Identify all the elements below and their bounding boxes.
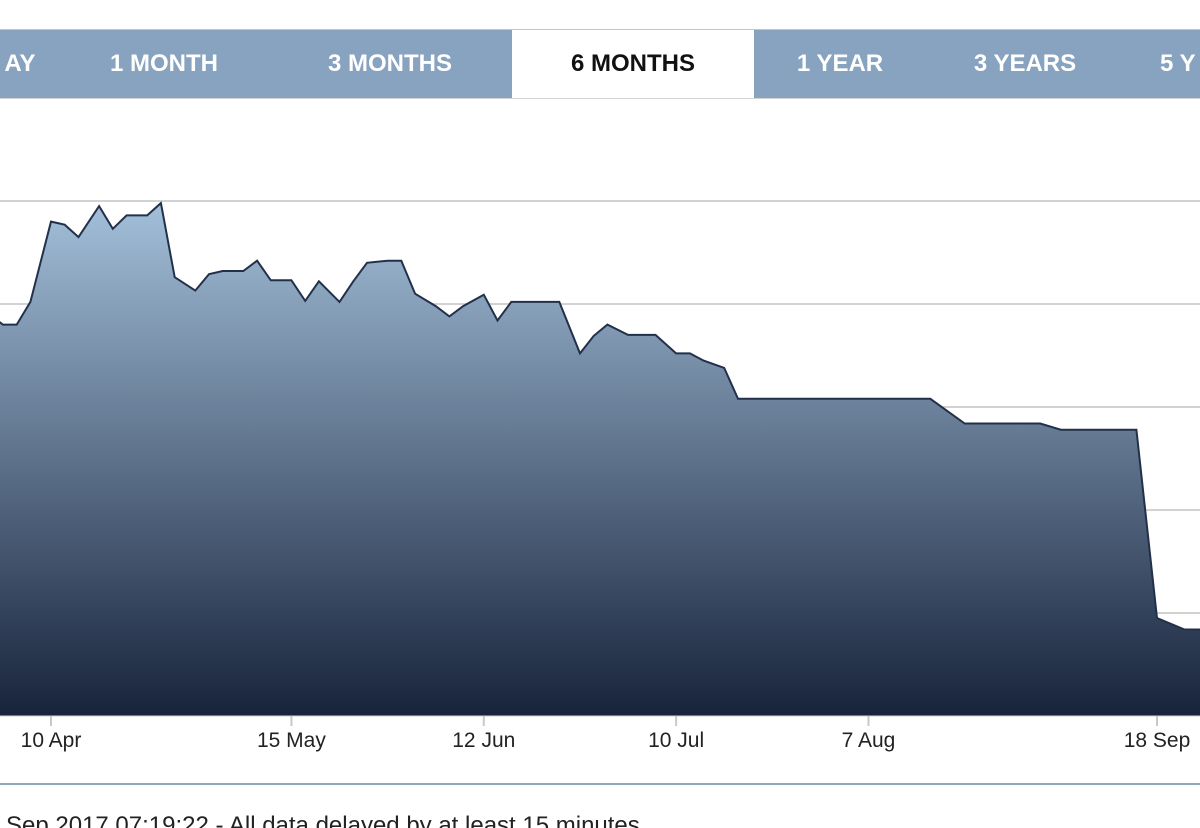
x-tick-label: 7 Aug: [842, 729, 896, 752]
period-tab-bar: AY 1 MONTH 3 MONTHS 6 MONTHS 1 YEAR 3 YE…: [0, 30, 1200, 98]
x-tick-label: 12 Jun: [452, 729, 515, 752]
tab-1-year[interactable]: 1 YEAR: [796, 50, 884, 77]
tab-3-months[interactable]: 3 MONTHS: [327, 50, 452, 77]
price-chart: 10 Apr 15 May 12 Jun 10 Jul 7 Aug 18 Sep: [0, 97, 1200, 784]
tab-6-months[interactable]: 6 MONTHS: [512, 30, 754, 98]
area-chart-svg: 10 Apr 15 May 12 Jun 10 Jul 7 Aug 18 Sep: [0, 97, 1200, 752]
tab-3-years[interactable]: 3 YEARS: [973, 50, 1077, 77]
x-axis-ticks: 10 Apr 15 May 12 Jun 10 Jul 7 Aug 18 Sep: [21, 716, 1191, 752]
bottom-divider: [0, 783, 1200, 785]
price-area: [0, 203, 1200, 716]
tab-1-month[interactable]: 1 MONTH: [110, 50, 218, 77]
data-delay-notice: Sep 2017 07:19:22 - All data delayed by …: [6, 812, 640, 828]
x-tick-label: 18 Sep: [1124, 729, 1191, 752]
tab-5-years[interactable]: 5 Y: [1160, 50, 1196, 77]
tab-1-day[interactable]: AY: [4, 50, 36, 77]
price-line: [0, 201, 1200, 631]
x-tick-label: 15 May: [257, 729, 326, 752]
top-divider: [0, 29, 1200, 30]
x-tick-label: 10 Apr: [21, 729, 82, 752]
x-tick-label: 10 Jul: [648, 729, 704, 752]
